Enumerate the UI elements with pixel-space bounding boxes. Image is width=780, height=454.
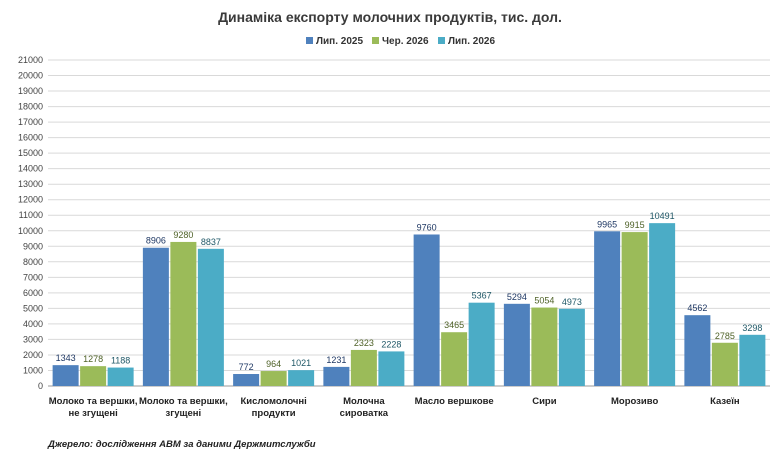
data-label: 10491 [650,211,675,221]
bar [468,302,495,386]
bar [52,365,79,386]
y-tick-label: 9000 [23,241,43,251]
data-label: 4973 [562,297,582,307]
data-label: 2323 [354,338,374,348]
data-labels: 1343 1278 1188 8906 9280 8837 772 964 1021 1231 23… [56,211,763,372]
legend-label: Лип. 2025 [316,36,363,47]
bar [413,234,440,386]
data-label: 2785 [715,331,735,341]
y-tick-label: 7000 [23,272,43,282]
y-tick-label: 8000 [23,257,43,267]
bar [107,367,134,386]
y-tick-label: 3000 [23,334,43,344]
bar [558,308,585,386]
bar [197,248,224,386]
bar [288,370,315,386]
source-note: Джерело: дослідження АВМ за даними Держм… [47,439,316,450]
legend-swatch [372,37,379,44]
y-tick-label: 16000 [18,133,43,143]
legend-swatch [306,37,313,44]
data-label: 5054 [534,296,554,306]
bar [170,241,197,386]
y-tick-label: 21000 [18,55,43,65]
y-tick-label: 4000 [23,319,43,329]
y-tick-label: 10000 [18,226,43,236]
data-label: 1188 [111,356,130,366]
category-label: Масло вершкове [415,396,494,407]
data-label: 1278 [83,354,103,364]
y-tick-label: 2000 [23,350,43,360]
data-label: 964 [266,359,281,369]
y-tick-label: 1000 [23,365,43,375]
data-label: 1231 [326,355,346,365]
data-label: 8906 [146,236,166,246]
legend: Лип. 2025 Чер. 2026 Лип. 2026 [306,36,495,47]
data-label: 5294 [507,292,527,302]
data-label: 9280 [173,230,193,240]
bar [441,332,468,386]
bar [649,223,676,386]
data-label: 1021 [291,358,311,368]
legend-swatch [438,37,445,44]
y-tick-label: 6000 [23,288,43,298]
data-label: 9915 [625,220,645,230]
y-tick-label: 17000 [18,117,43,127]
y-tick-label: 19000 [18,86,43,96]
bar [594,231,621,386]
data-label: 3298 [742,323,762,333]
bar [378,351,405,386]
bar [531,307,558,386]
data-label: 8837 [201,237,221,247]
category-label: сироватка [340,408,389,419]
bar [350,349,377,386]
legend-label: Лип. 2026 [448,36,495,47]
bar [80,366,107,386]
y-tick-label: 20000 [18,71,43,81]
category-label: продукти [252,408,296,419]
bar [233,374,260,386]
y-tick-label: 11000 [19,210,43,220]
data-label: 3465 [444,320,464,330]
y-axis: 0 1000 2000 3000 4000 5000 6000 7000 8000 9000 100… [18,55,43,391]
bar [323,366,350,386]
bar [503,303,530,386]
y-tick-label: 0 [38,381,43,391]
category-label: згущені [166,408,202,419]
y-tick-label: 5000 [23,303,43,313]
legend-label: Чер. 2026 [382,36,429,47]
category-label: не згущені [68,408,117,419]
y-tick-label: 13000 [18,179,43,189]
data-label: 9760 [417,222,437,232]
bar [142,247,169,386]
y-tick-label: 12000 [18,195,43,205]
bar [260,371,287,386]
category-label: Молоко та вершки, [139,396,228,407]
data-label: 1343 [56,353,76,363]
category-label: Молоко та вершки, [49,396,138,407]
data-label: 772 [239,362,254,372]
data-label: 4562 [687,303,707,313]
bar [711,342,738,386]
category-label: Молочна [343,396,385,407]
category-label: Морозиво [611,396,658,407]
data-label: 5367 [472,291,492,301]
category-label: Сири [532,396,557,407]
bar [684,315,711,386]
data-label: 2228 [381,339,401,349]
bar [739,334,766,386]
category-label: Казеїн [710,396,740,407]
y-tick-label: 14000 [18,164,43,174]
category-label: Кисломолочні [240,396,306,407]
y-tick-label: 18000 [18,102,43,112]
bar [621,232,648,386]
bars [52,223,766,386]
y-tick-label: 15000 [18,148,43,158]
data-label: 9965 [597,219,617,229]
chart-title: Динаміка експорту молочних продуктів, ти… [218,9,562,25]
